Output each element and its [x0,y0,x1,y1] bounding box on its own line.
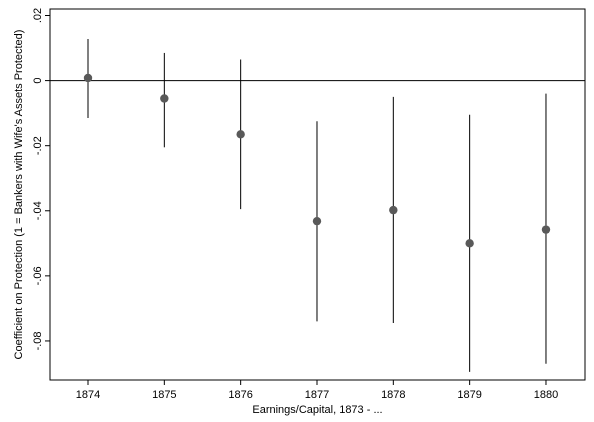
estimate-point [236,130,245,139]
estimate-point [160,94,169,103]
y-axis: .02 0 -.02 -.04 -.06 -.08 [32,8,50,350]
x-tick-label: 1877 [305,389,329,401]
x-tick-label: 1875 [152,389,176,401]
y-tick-label: -.06 [32,266,44,285]
x-tick-label: 1876 [228,389,252,401]
x-axis: 1874 1875 1876 1877 1878 1879 1880 [76,380,558,401]
x-tick-label: 1880 [534,389,558,401]
x-tick-label: 1874 [76,389,100,401]
plot-frame [49,8,586,381]
confidence-intervals [87,38,547,372]
x-tick-label: 1879 [457,389,481,401]
y-tick-label: -.02 [32,136,44,155]
estimate-point [541,225,551,234]
estimate-point [312,216,322,226]
y-tick-label: -.04 [32,201,44,220]
point-estimates [83,73,551,248]
y-tick-label: -.08 [32,331,44,350]
y-axis-title: Coefficient on Protection (1 = Bankers w… [13,30,25,360]
estimate-point [83,73,93,83]
y-tick-label: .02 [32,8,44,23]
x-axis-title: Earnings/Capital, 1873 - ... [252,404,382,416]
estimate-point [465,239,474,248]
x-tick-label: 1878 [381,389,405,401]
estimate-point [389,205,398,215]
y-tick-label: 0 [32,78,44,84]
